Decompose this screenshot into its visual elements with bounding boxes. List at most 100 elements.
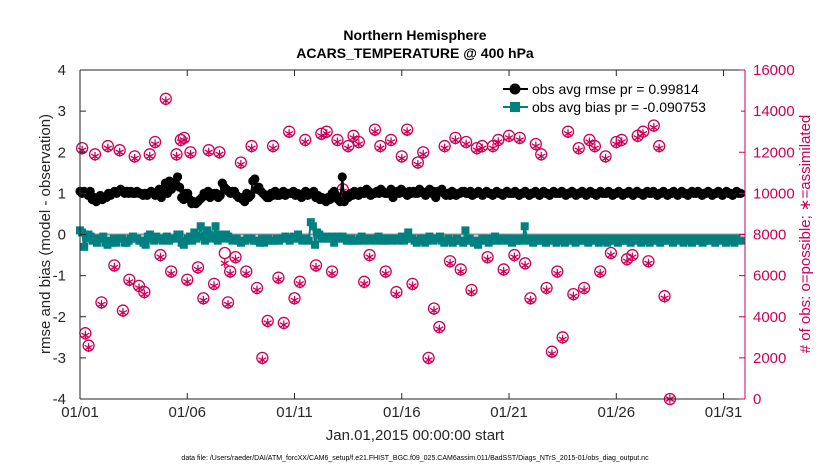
x-tick-label: 01/11: [276, 404, 312, 421]
count-assimilated-marker: [130, 153, 139, 163]
bias-marker: [569, 234, 578, 243]
legend: obs avg rmse pr = 0.99814 obs avg bias pr…: [497, 78, 741, 118]
bias-marker: [696, 234, 705, 243]
y-tick-label-left: -1: [53, 268, 66, 285]
asterisk-stroke: [301, 139, 310, 145]
bias-marker: [112, 238, 121, 247]
asterisk-stroke: [451, 137, 460, 143]
y-tick-label-right: 10000: [753, 185, 795, 202]
bias-marker: [200, 236, 209, 245]
rmse-marker: [215, 190, 225, 201]
asterisk-stroke: [156, 254, 165, 260]
count-assimilated-marker: [536, 151, 546, 161]
bias-marker: [179, 240, 188, 249]
asterisk-stroke: [408, 283, 417, 289]
bias-marker: [560, 238, 569, 247]
rmse-marker: [250, 174, 260, 184]
asterisk-stroke: [461, 141, 471, 147]
bias-marker: [186, 232, 195, 241]
bias-marker: [306, 218, 315, 227]
asterisk-stroke: [252, 287, 262, 293]
x-axis-label: Jan.01,2015 00:00:00 start: [326, 427, 505, 444]
asterisk-stroke: [209, 283, 219, 289]
asterisk-stroke: [349, 135, 358, 141]
count-assimilated-marker: [515, 135, 524, 145]
count-assimilated-marker: [440, 143, 449, 153]
bias-marker: [436, 232, 445, 241]
count-assimilated-marker: [118, 308, 128, 318]
asterisk-stroke: [110, 264, 119, 271]
bias-marker: [82, 234, 91, 243]
asterisk-stroke: [638, 130, 648, 137]
count-assimilated-marker: [333, 137, 342, 147]
asterisk-stroke: [579, 287, 589, 293]
count-assimilated-marker: [279, 320, 289, 330]
asterisk-stroke: [547, 350, 557, 357]
asterisk-stroke: [644, 260, 653, 267]
bias-marker: [505, 234, 514, 243]
x-tick-label: 01/01: [61, 404, 99, 421]
asterisk-stroke: [150, 141, 160, 147]
bias-marker: [308, 222, 317, 231]
count-assimilated-marker: [477, 143, 487, 153]
asterisk-stroke: [90, 153, 100, 160]
bias-marker: [402, 234, 411, 243]
asterisk-stroke: [649, 124, 659, 131]
count-assimilated-marker: [183, 277, 192, 287]
bias-marker: [256, 238, 265, 247]
bias-marker: [92, 238, 101, 247]
legend-rmse-label: obs avg rmse pr = 0.99814: [532, 81, 699, 97]
asterisk-stroke: [494, 139, 503, 145]
asterisk-stroke: [510, 254, 519, 260]
bias-marker: [150, 236, 159, 245]
bias-marker: [188, 236, 197, 245]
bias-marker: [635, 234, 644, 243]
count-assimilated-marker: [638, 129, 648, 139]
asterisk-stroke: [595, 270, 605, 277]
count-assimilated-marker: [595, 269, 605, 279]
asterisk-stroke: [601, 155, 610, 162]
count-assimilated-marker: [295, 279, 305, 289]
count-assimilated-marker: [617, 137, 626, 147]
bias-marker: [220, 234, 229, 243]
legend-bias-label: obs avg bias pr = -0.090753: [532, 99, 706, 115]
count-assimilated-marker: [161, 96, 171, 106]
bias-marker: [736, 236, 745, 245]
asterisk-stroke: [172, 153, 181, 160]
asterisk-stroke: [413, 161, 423, 168]
y-tick-label-right: 12000: [753, 144, 795, 161]
bias-marker: [145, 230, 154, 239]
count-assimilated-marker: [612, 139, 621, 149]
asterisk-stroke: [322, 130, 331, 137]
asterisk-stroke: [354, 141, 364, 147]
count-assimilated-marker: [429, 306, 439, 316]
count-assimilated-marker: [579, 285, 589, 295]
asterisk-stroke: [279, 322, 289, 328]
count-assimilated-marker: [343, 143, 353, 153]
y-tick-label-right: 0: [753, 391, 761, 408]
count-assimilated-marker: [574, 145, 583, 155]
bias-marker: [311, 240, 320, 249]
asterisk-stroke: [456, 268, 465, 275]
bias-marker: [292, 234, 301, 243]
asterisk-stroke: [504, 135, 514, 141]
chart-subtitle: ACARS_TEMPERATURE @ 400 hPa: [296, 45, 534, 61]
count-assimilated-marker: [386, 137, 396, 147]
asterisk-stroke: [499, 268, 508, 275]
asterisk-stroke: [231, 256, 240, 262]
asterisk-stroke: [236, 161, 246, 168]
asterisk-stroke: [370, 128, 380, 135]
asterisk-stroke: [365, 254, 374, 260]
asterisk-stroke: [445, 260, 455, 267]
asterisk-stroke: [483, 256, 492, 262]
count-assimilated-marker: [140, 289, 149, 299]
asterisk-stroke: [386, 139, 396, 145]
asterisk-stroke: [617, 139, 626, 145]
asterisk-stroke: [295, 281, 305, 287]
asterisk-stroke: [179, 137, 189, 143]
asterisk-stroke: [333, 139, 342, 145]
bias-marker: [688, 238, 697, 247]
bias-marker: [654, 234, 663, 243]
count-assimilated-marker: [301, 137, 310, 147]
count-assimilated-marker: [633, 133, 642, 143]
